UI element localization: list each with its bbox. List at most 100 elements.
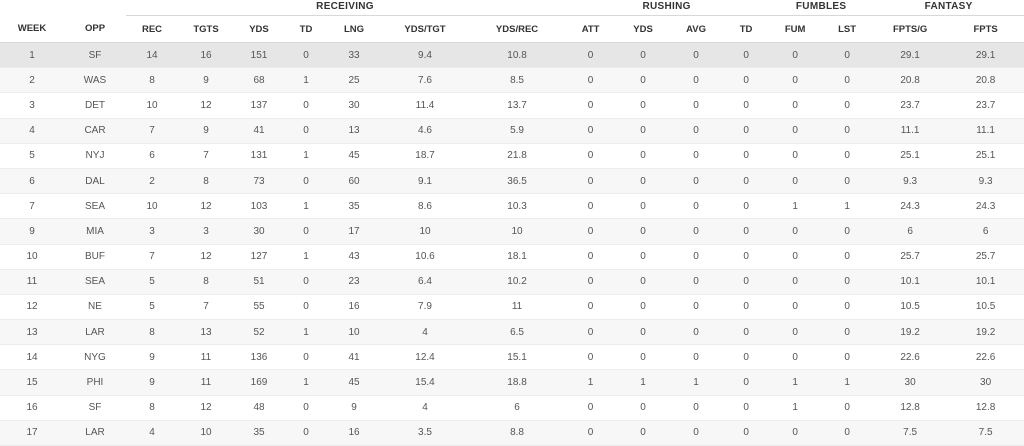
table-row[interactable]: 15 PHI 9 11 169 1 45 15.4 18.8 1 1 1 0 1 1 30 30 — [0, 369, 1024, 396]
cell-rec-yds: 48 — [234, 395, 284, 421]
col-fum[interactable]: FUM — [769, 15, 822, 43]
cell-rec-td: 0 — [284, 118, 328, 144]
cell-yds-rec: 15.1 — [470, 344, 565, 371]
cell-rush-td: 0 — [723, 168, 770, 195]
cell-rec-yds: 68 — [234, 67, 284, 94]
col-fpts[interactable]: FPTS — [947, 15, 1024, 43]
col-fpts-g[interactable]: FPTS/G — [873, 15, 948, 43]
cell-fpts: 25.1 — [947, 143, 1024, 169]
col-lst[interactable]: LST — [821, 15, 874, 43]
cell-rec: 2 — [126, 168, 178, 195]
cell-rec: 3 — [126, 218, 178, 245]
table-row[interactable]: 16 SF 8 12 48 0 9 4 6 0 0 0 0 1 0 12.8 12.8 — [0, 395, 1024, 421]
cell-rec: 9 — [126, 344, 178, 371]
cell-rush-td: 0 — [723, 218, 770, 245]
cell-att: 0 — [564, 344, 618, 371]
cell-lng: 13 — [328, 118, 380, 144]
col-week[interactable]: WEEK — [0, 15, 64, 43]
table-row[interactable]: 10 BUF 7 12 127 1 43 10.6 18.1 0 0 0 0 0 0 25.7 25.7 — [0, 244, 1024, 270]
cell-opp: MIA — [64, 218, 126, 245]
cell-fum: 0 — [769, 67, 822, 94]
table-row[interactable]: 12 NE 5 7 55 0 16 7.9 11 0 0 0 0 0 0 10.5 10.5 — [0, 294, 1024, 321]
table-row[interactable]: 5 NYJ 6 7 131 1 45 18.7 21.8 0 0 0 0 0 0 25.1 25.1 — [0, 143, 1024, 169]
table-row[interactable]: 7 SEA 10 12 103 1 35 8.6 10.3 0 0 0 0 1 1 24.3 24.3 — [0, 193, 1024, 220]
table-row[interactable]: 17 LAR 4 10 35 0 16 3.5 8.8 0 0 0 0 0 0 7.5 7.5 — [0, 420, 1024, 446]
cell-opp: SF — [64, 42, 126, 69]
cell-yds-tgt: 15.4 — [380, 369, 470, 396]
cell-opp: SF — [64, 395, 126, 421]
cell-yds-rec: 13.7 — [470, 92, 565, 119]
col-rec[interactable]: REC — [126, 15, 178, 43]
col-yds-tgt[interactable]: YDS/TGT — [380, 15, 470, 43]
cell-fpts: 9.3 — [947, 168, 1024, 195]
cell-fpts-g: 19.2 — [873, 319, 948, 346]
table-row[interactable]: 11 SEA 5 8 51 0 23 6.4 10.2 0 0 0 0 0 0 10.1 10.1 — [0, 269, 1024, 295]
cell-rush-yds: 0 — [617, 294, 670, 321]
group-spacer — [0, 0, 126, 16]
cell-rush-yds: 0 — [617, 420, 670, 446]
table-row[interactable]: 13 LAR 8 13 52 1 10 4 6.5 0 0 0 0 0 0 19.2 19.2 — [0, 319, 1024, 346]
cell-fpts-g: 30 — [873, 369, 948, 396]
col-rec-yds[interactable]: YDS — [234, 15, 284, 43]
cell-opp: DET — [64, 92, 126, 119]
cell-att: 0 — [564, 420, 618, 446]
col-rush-td[interactable]: TD — [723, 15, 770, 43]
cell-rec-yds: 137 — [234, 92, 284, 119]
cell-week: 15 — [0, 369, 64, 396]
cell-att: 0 — [564, 92, 618, 119]
table-row[interactable]: 6 DAL 2 8 73 0 60 9.1 36.5 0 0 0 0 0 0 9.3 9.3 — [0, 168, 1024, 195]
col-avg[interactable]: AVG — [669, 15, 724, 43]
table-row[interactable]: 4 CAR 7 9 41 0 13 4.6 5.9 0 0 0 0 0 0 11.1 11.1 — [0, 118, 1024, 144]
table-row[interactable]: 9 MIA 3 3 30 0 17 10 10 0 0 0 0 0 0 6 6 — [0, 218, 1024, 245]
cell-lst: 1 — [821, 369, 874, 396]
cell-fpts: 10.1 — [947, 269, 1024, 295]
cell-tgts: 13 — [178, 319, 234, 346]
cell-opp: PHI — [64, 369, 126, 396]
cell-lst: 0 — [821, 269, 874, 295]
cell-tgts: 11 — [178, 344, 234, 371]
cell-tgts: 7 — [178, 143, 234, 169]
table-row[interactable]: 14 NYG 9 11 136 0 41 12.4 15.1 0 0 0 0 0 0 22.6 22.6 — [0, 344, 1024, 371]
cell-tgts: 3 — [178, 218, 234, 245]
cell-yds-rec: 21.8 — [470, 143, 565, 169]
cell-rush-yds: 0 — [617, 344, 670, 371]
cell-rush-td: 0 — [723, 118, 770, 144]
cell-fpts-g: 29.1 — [873, 42, 948, 69]
cell-att: 0 — [564, 143, 618, 169]
cell-lng: 45 — [328, 369, 380, 396]
table-row[interactable]: 3 DET 10 12 137 0 30 11.4 13.7 0 0 0 0 0 0 23.7 23.7 — [0, 92, 1024, 119]
table-row[interactable]: 1 SF 14 16 151 0 33 9.4 10.8 0 0 0 0 0 0 29.1 29.1 — [0, 42, 1024, 69]
col-yds-rec[interactable]: YDS/REC — [470, 15, 565, 43]
cell-yds-rec: 5.9 — [470, 118, 565, 144]
cell-yds-tgt: 8.6 — [380, 193, 470, 220]
col-tgts[interactable]: TGTS — [178, 15, 234, 43]
cell-lst: 0 — [821, 168, 874, 195]
cell-yds-tgt: 10.6 — [380, 244, 470, 270]
cell-rec-yds: 52 — [234, 319, 284, 346]
cell-yds-rec: 6 — [470, 395, 565, 421]
cell-lng: 60 — [328, 168, 380, 195]
cell-opp: LAR — [64, 420, 126, 446]
column-group-header-row: RECEIVING RUSHING FUMBLES FANTASY — [0, 0, 1024, 16]
col-opp[interactable]: OPP — [64, 15, 126, 43]
cell-yds-rec: 18.8 — [470, 369, 565, 396]
col-rush-yds[interactable]: YDS — [617, 15, 670, 43]
cell-fpts: 22.6 — [947, 344, 1024, 371]
cell-fum: 1 — [769, 193, 822, 220]
table-row[interactable]: 2 WAS 8 9 68 1 25 7.6 8.5 0 0 0 0 0 0 20.8 20.8 — [0, 67, 1024, 94]
cell-fum: 0 — [769, 244, 822, 270]
col-att[interactable]: ATT — [564, 15, 618, 43]
cell-lng: 43 — [328, 244, 380, 270]
cell-rec-td: 0 — [284, 269, 328, 295]
cell-rec-td: 1 — [284, 319, 328, 346]
cell-yds-tgt: 10 — [380, 218, 470, 245]
cell-fpts-g: 24.3 — [873, 193, 948, 220]
cell-avg: 0 — [669, 244, 724, 270]
col-rec-td[interactable]: TD — [284, 15, 328, 43]
cell-rush-yds: 0 — [617, 143, 670, 169]
cell-rush-td: 0 — [723, 395, 770, 421]
cell-yds-tgt: 6.4 — [380, 269, 470, 295]
cell-lst: 0 — [821, 67, 874, 94]
col-lng[interactable]: LNG — [328, 15, 380, 43]
cell-avg: 0 — [669, 344, 724, 371]
